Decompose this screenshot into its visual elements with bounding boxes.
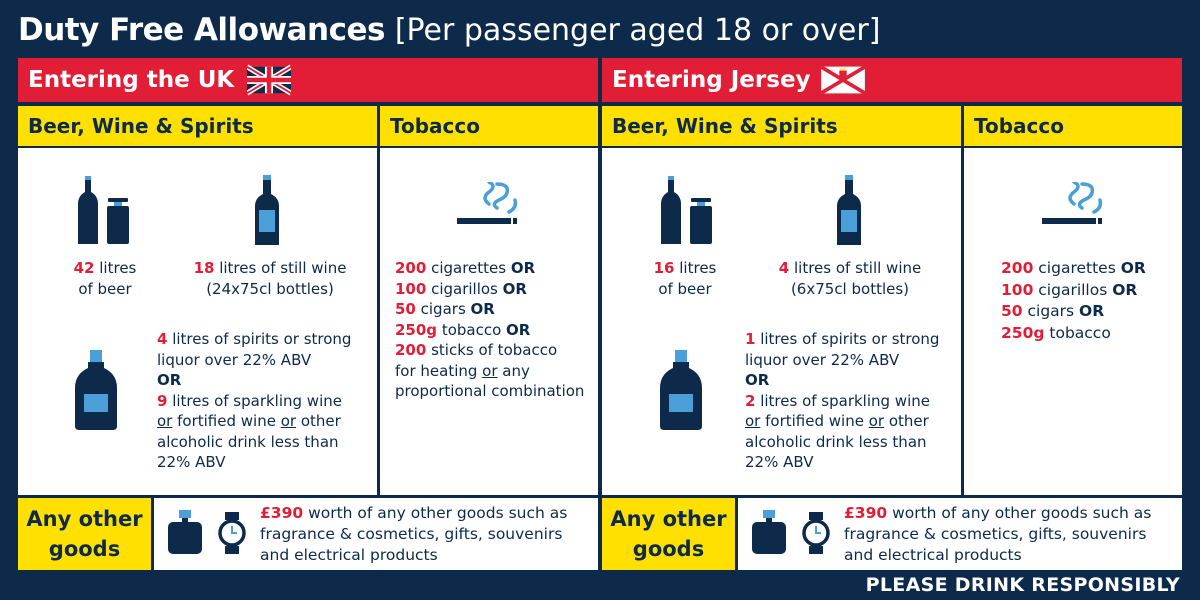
beer-bottle-and-can-icon xyxy=(78,176,129,244)
title-main: Duty Free Allowances xyxy=(18,12,385,48)
jersey-tobacco-panel xyxy=(964,148,1182,495)
jersey-spirits-text: 1 litres of spirits or strong liquor ove… xyxy=(745,330,940,471)
uk-wine-text: 18 litres of still wine (24x75cl bottles… xyxy=(193,259,347,298)
jersey-wine-text: 4 litres of still wine (6x75cl bottles) xyxy=(778,259,922,298)
uk-tobacco-header: Tobacco xyxy=(380,106,598,146)
uk-tobacco-text: 200 cigarettes OR 100 cigarillos OR 50 c… xyxy=(395,259,585,400)
uk-beer-text: 42 litres of beer xyxy=(73,259,137,298)
cigarette-icon xyxy=(1042,182,1103,224)
cigarette-icon xyxy=(457,182,518,224)
uk-alcohol-panel xyxy=(18,148,377,495)
watch-icon xyxy=(802,512,830,554)
uk-header-label: Entering the UK xyxy=(28,67,235,93)
uk-flag-icon xyxy=(247,64,291,96)
wine-bottle-icon xyxy=(255,175,279,245)
uk-header: Entering the UK xyxy=(18,58,598,102)
jersey-flag-icon xyxy=(821,65,865,95)
jersey-other-goods-text: £390 worth of any other goods such as fr… xyxy=(844,504,1152,564)
jersey-tobacco-text: 200 cigarettes OR 100 cigarillos OR 50 c… xyxy=(1001,259,1146,342)
jersey-beer-text: 16 litres of beer xyxy=(653,259,717,298)
jersey-tobacco-header: Tobacco xyxy=(964,106,1182,146)
wine-bottle-icon xyxy=(837,175,861,245)
spirits-bottle-icon xyxy=(75,350,117,430)
perfume-bottle-icon xyxy=(752,510,786,554)
jersey-alcohol-header: Beer, Wine & Spirits xyxy=(602,106,961,146)
jersey-header: Entering Jersey xyxy=(602,58,1182,102)
page-title: Duty Free Allowances [Per passenger aged… xyxy=(18,10,880,50)
spirits-bottle-icon xyxy=(660,350,702,430)
jersey-header-label: Entering Jersey xyxy=(612,67,811,93)
beer-bottle-and-can-icon xyxy=(661,176,712,244)
uk-spirits-text: 4 litres of spirits or strong liquor ove… xyxy=(157,330,352,471)
footer-warning: PLEASE DRINK RESPONSIBLY xyxy=(865,574,1180,596)
watch-icon xyxy=(218,512,246,554)
uk-other-goods-text: £390 worth of any other goods such as fr… xyxy=(260,504,568,564)
perfume-bottle-icon xyxy=(168,510,202,554)
uk-alcohol-header: Beer, Wine & Spirits xyxy=(18,106,377,146)
uk-other-goods-label: Any other goods xyxy=(18,498,151,570)
jersey-other-goods-label: Any other goods xyxy=(602,498,735,570)
title-sub: [Per passenger aged 18 or over] xyxy=(394,13,881,48)
uk-tobacco-panel xyxy=(380,148,598,495)
